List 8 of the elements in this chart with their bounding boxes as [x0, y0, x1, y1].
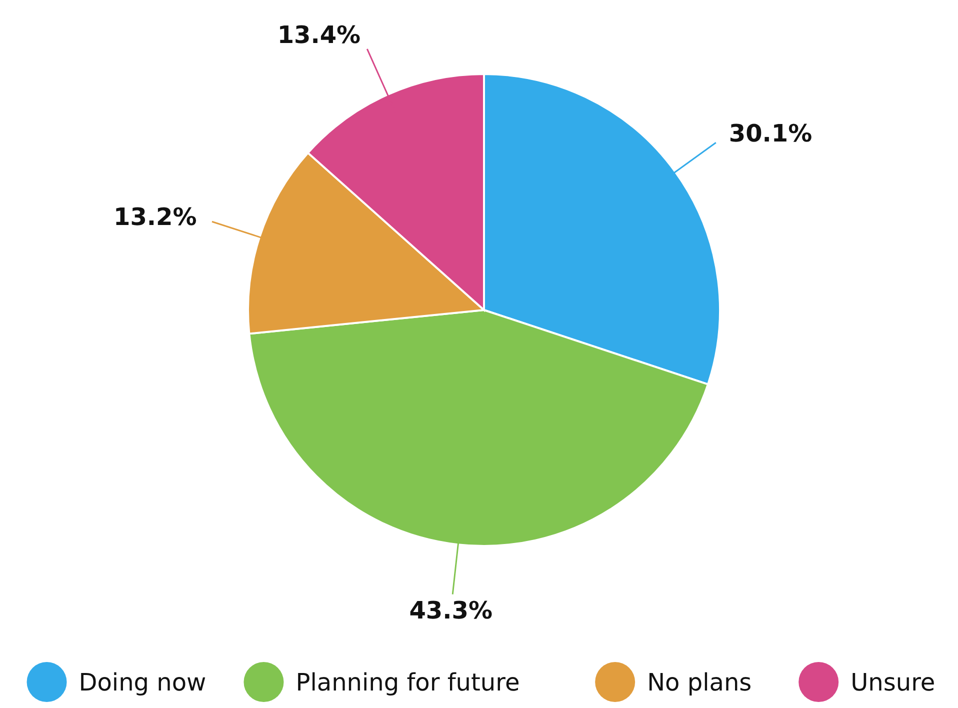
data-label: 13.2%: [114, 203, 197, 232]
legend-label: No plans: [647, 668, 752, 696]
legend-label: Unsure: [850, 668, 936, 696]
data-label: 13.4%: [277, 20, 361, 49]
legend-label: Planning for future: [296, 668, 520, 696]
legend-label: Doing now: [78, 668, 206, 696]
data-label: 43.3%: [409, 596, 492, 625]
data-label: 30.1%: [728, 120, 812, 148]
